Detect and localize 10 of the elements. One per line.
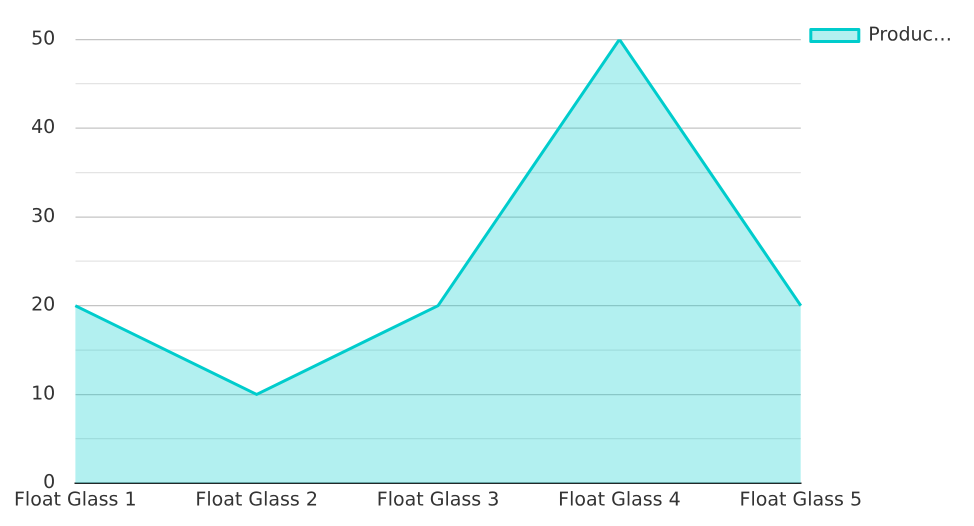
y-tick-label: 30 bbox=[31, 204, 56, 227]
y-tick-label: 40 bbox=[31, 116, 56, 138]
legend-label: Produc… bbox=[868, 23, 952, 46]
x-tick-label: Float Glass 2 bbox=[195, 488, 318, 511]
x-tick-label: Float Glass 5 bbox=[740, 488, 862, 511]
y-tick-label: 50 bbox=[31, 27, 56, 50]
x-tick-label: Float Glass 3 bbox=[376, 488, 500, 511]
y-tick-label: 20 bbox=[31, 294, 56, 316]
y-tick-label: 10 bbox=[31, 382, 56, 404]
x-tick-label: Float Glass 4 bbox=[558, 488, 681, 511]
